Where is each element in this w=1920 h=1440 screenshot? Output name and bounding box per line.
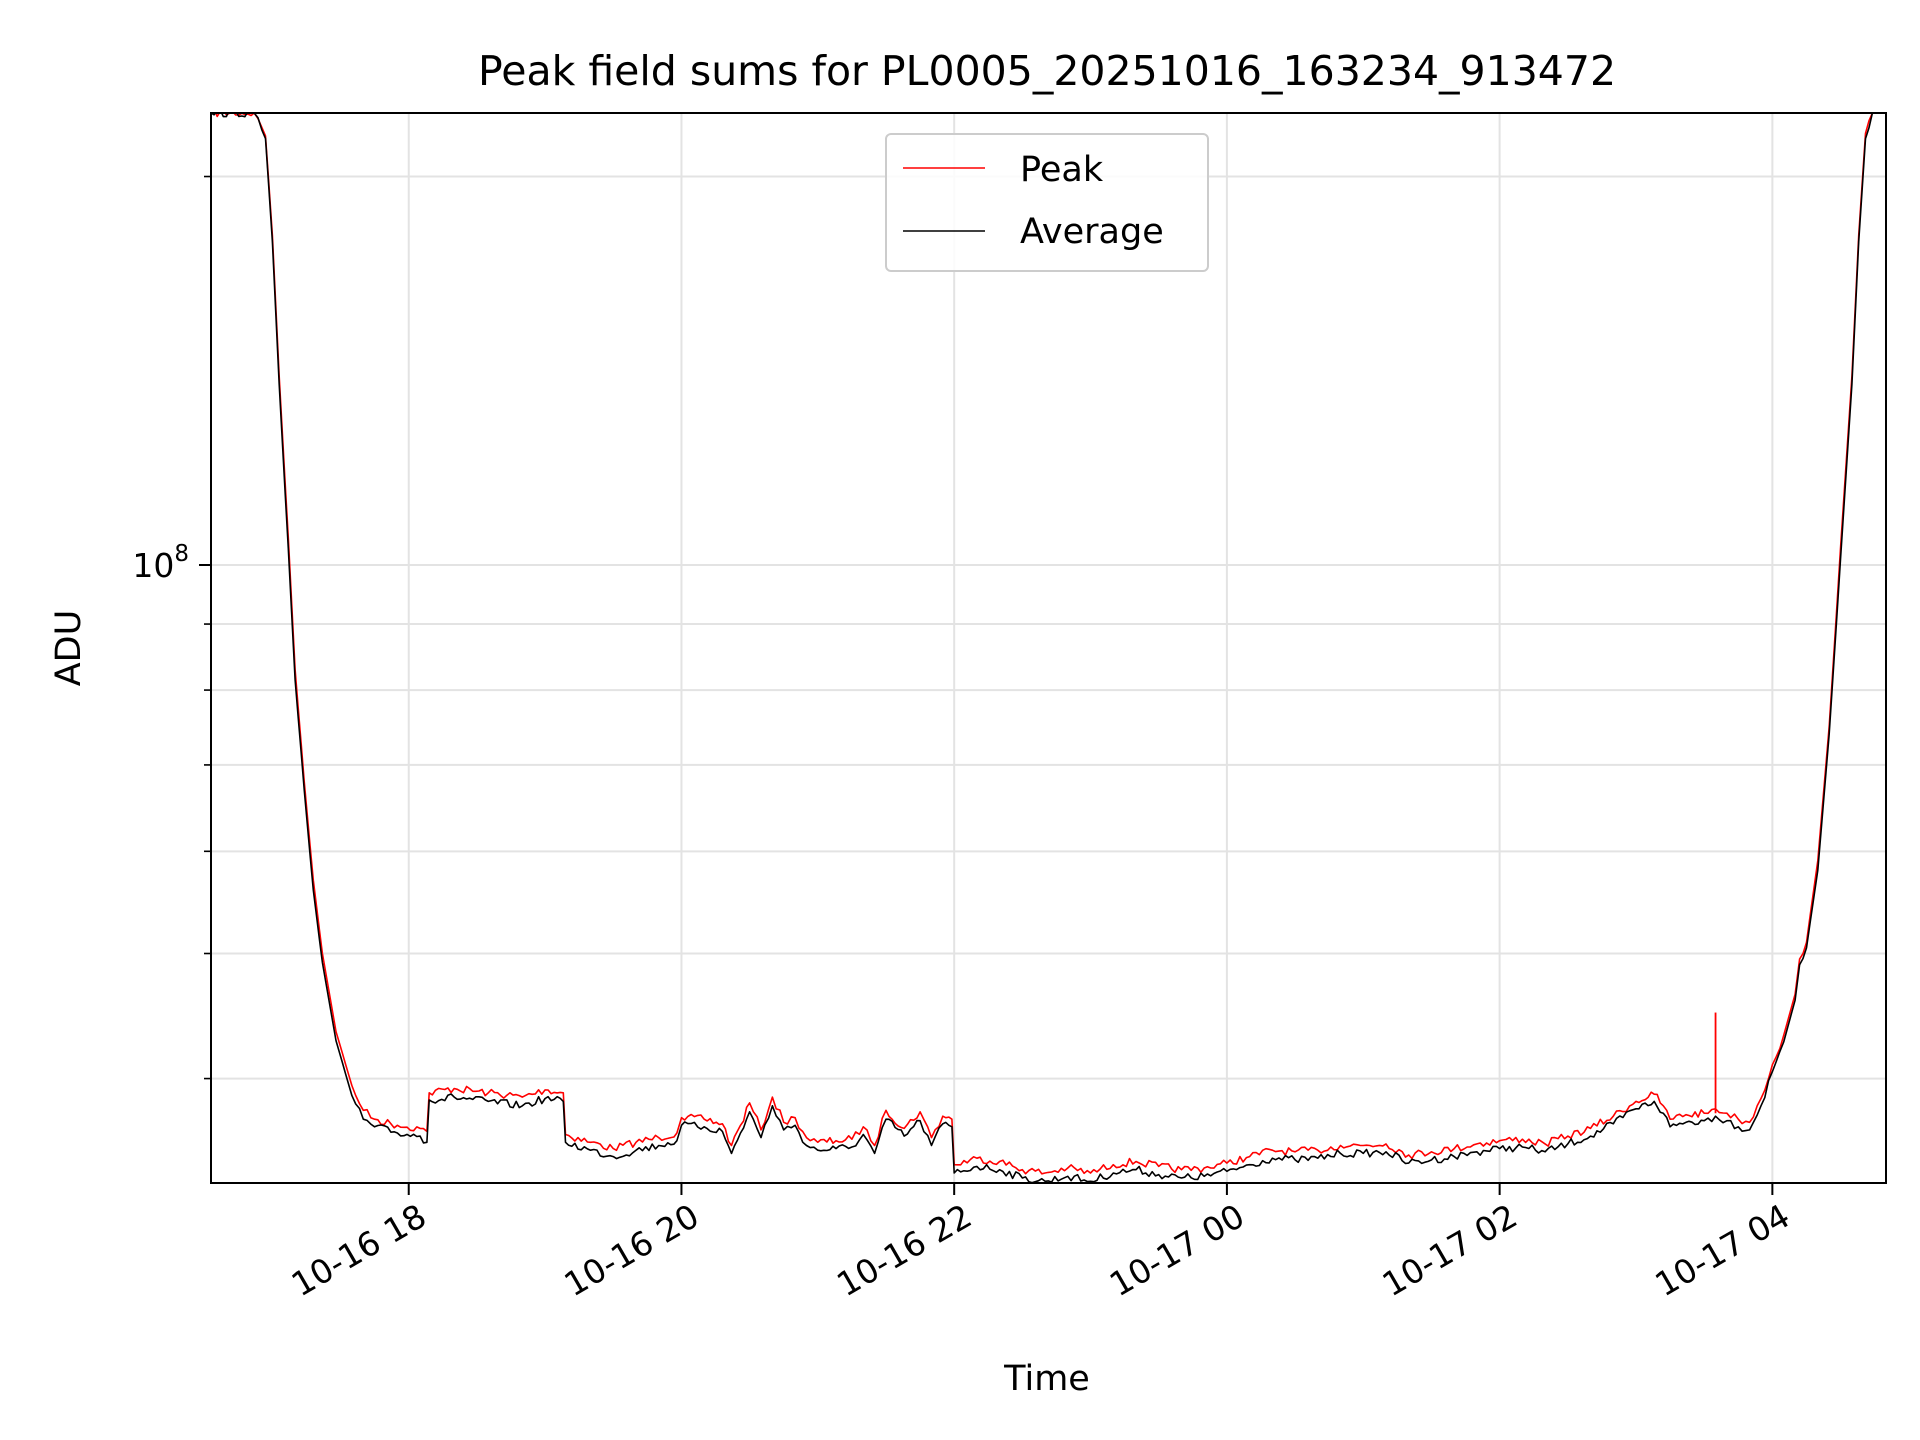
legend-label-average: Average <box>1020 212 1164 252</box>
y-axis-label: ADU <box>49 610 89 687</box>
y-axis: 108 <box>132 175 211 1080</box>
series-line-peak <box>211 113 1874 1175</box>
chart-title: Peak field sums for PL0005_20251016_1632… <box>478 47 1616 95</box>
legend: Peak Average <box>885 133 1209 272</box>
legend-label-peak: Peak <box>1020 150 1104 190</box>
plot-frame <box>210 112 1887 1184</box>
y-tick-label: 108 <box>132 541 189 585</box>
x-axis-label: Time <box>1003 1359 1090 1399</box>
grid-lines <box>211 113 1886 1183</box>
